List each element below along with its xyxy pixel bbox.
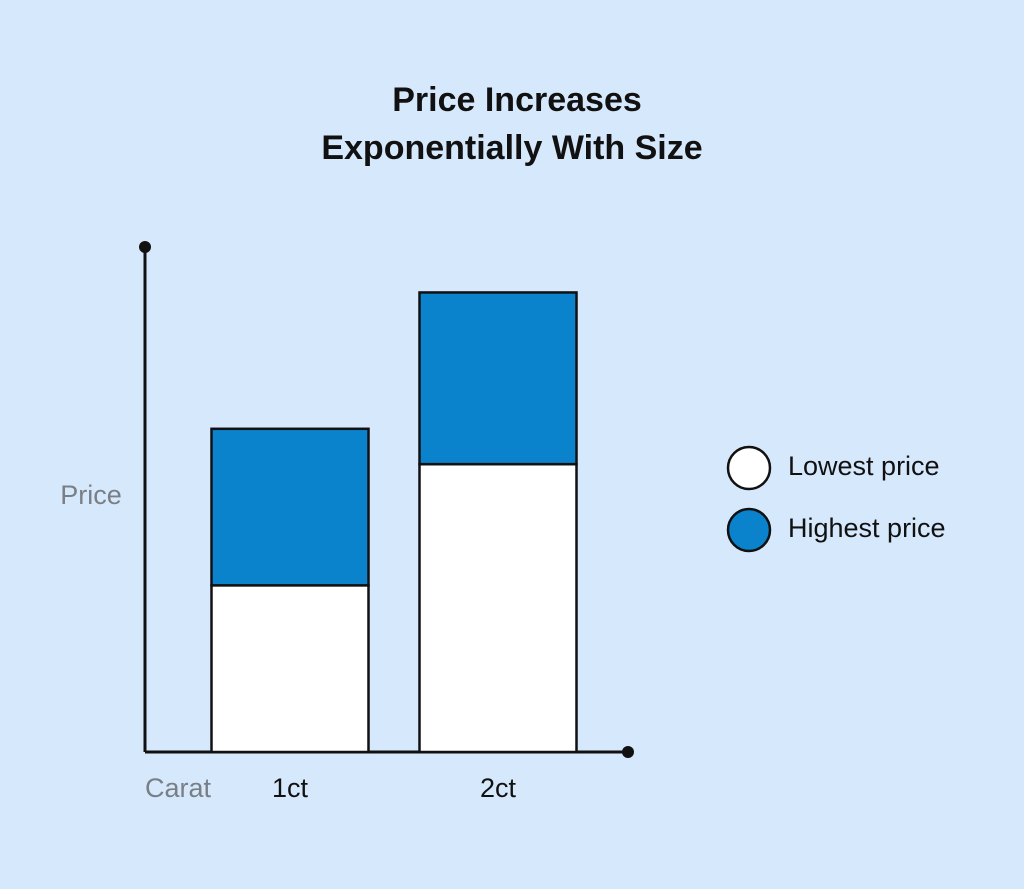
axis-end [622,746,634,758]
legend-label: Highest price [788,513,946,543]
x-tick-label: 2ct [480,773,517,803]
bar-segment [418,462,578,754]
bar-segment [210,584,370,754]
legend-marker [726,445,772,491]
bar-segment [210,427,370,587]
bar-segment [418,291,578,466]
axis-end [139,241,151,253]
x-tick-label: 1ct [272,773,309,803]
chart-title: Price Increases [392,81,642,119]
y-axis-label: Price [60,480,122,510]
chart-title: Exponentially With Size [321,129,702,167]
x-axis-label: Carat [145,773,212,803]
legend-label: Lowest price [788,451,940,481]
legend-marker [726,507,772,553]
